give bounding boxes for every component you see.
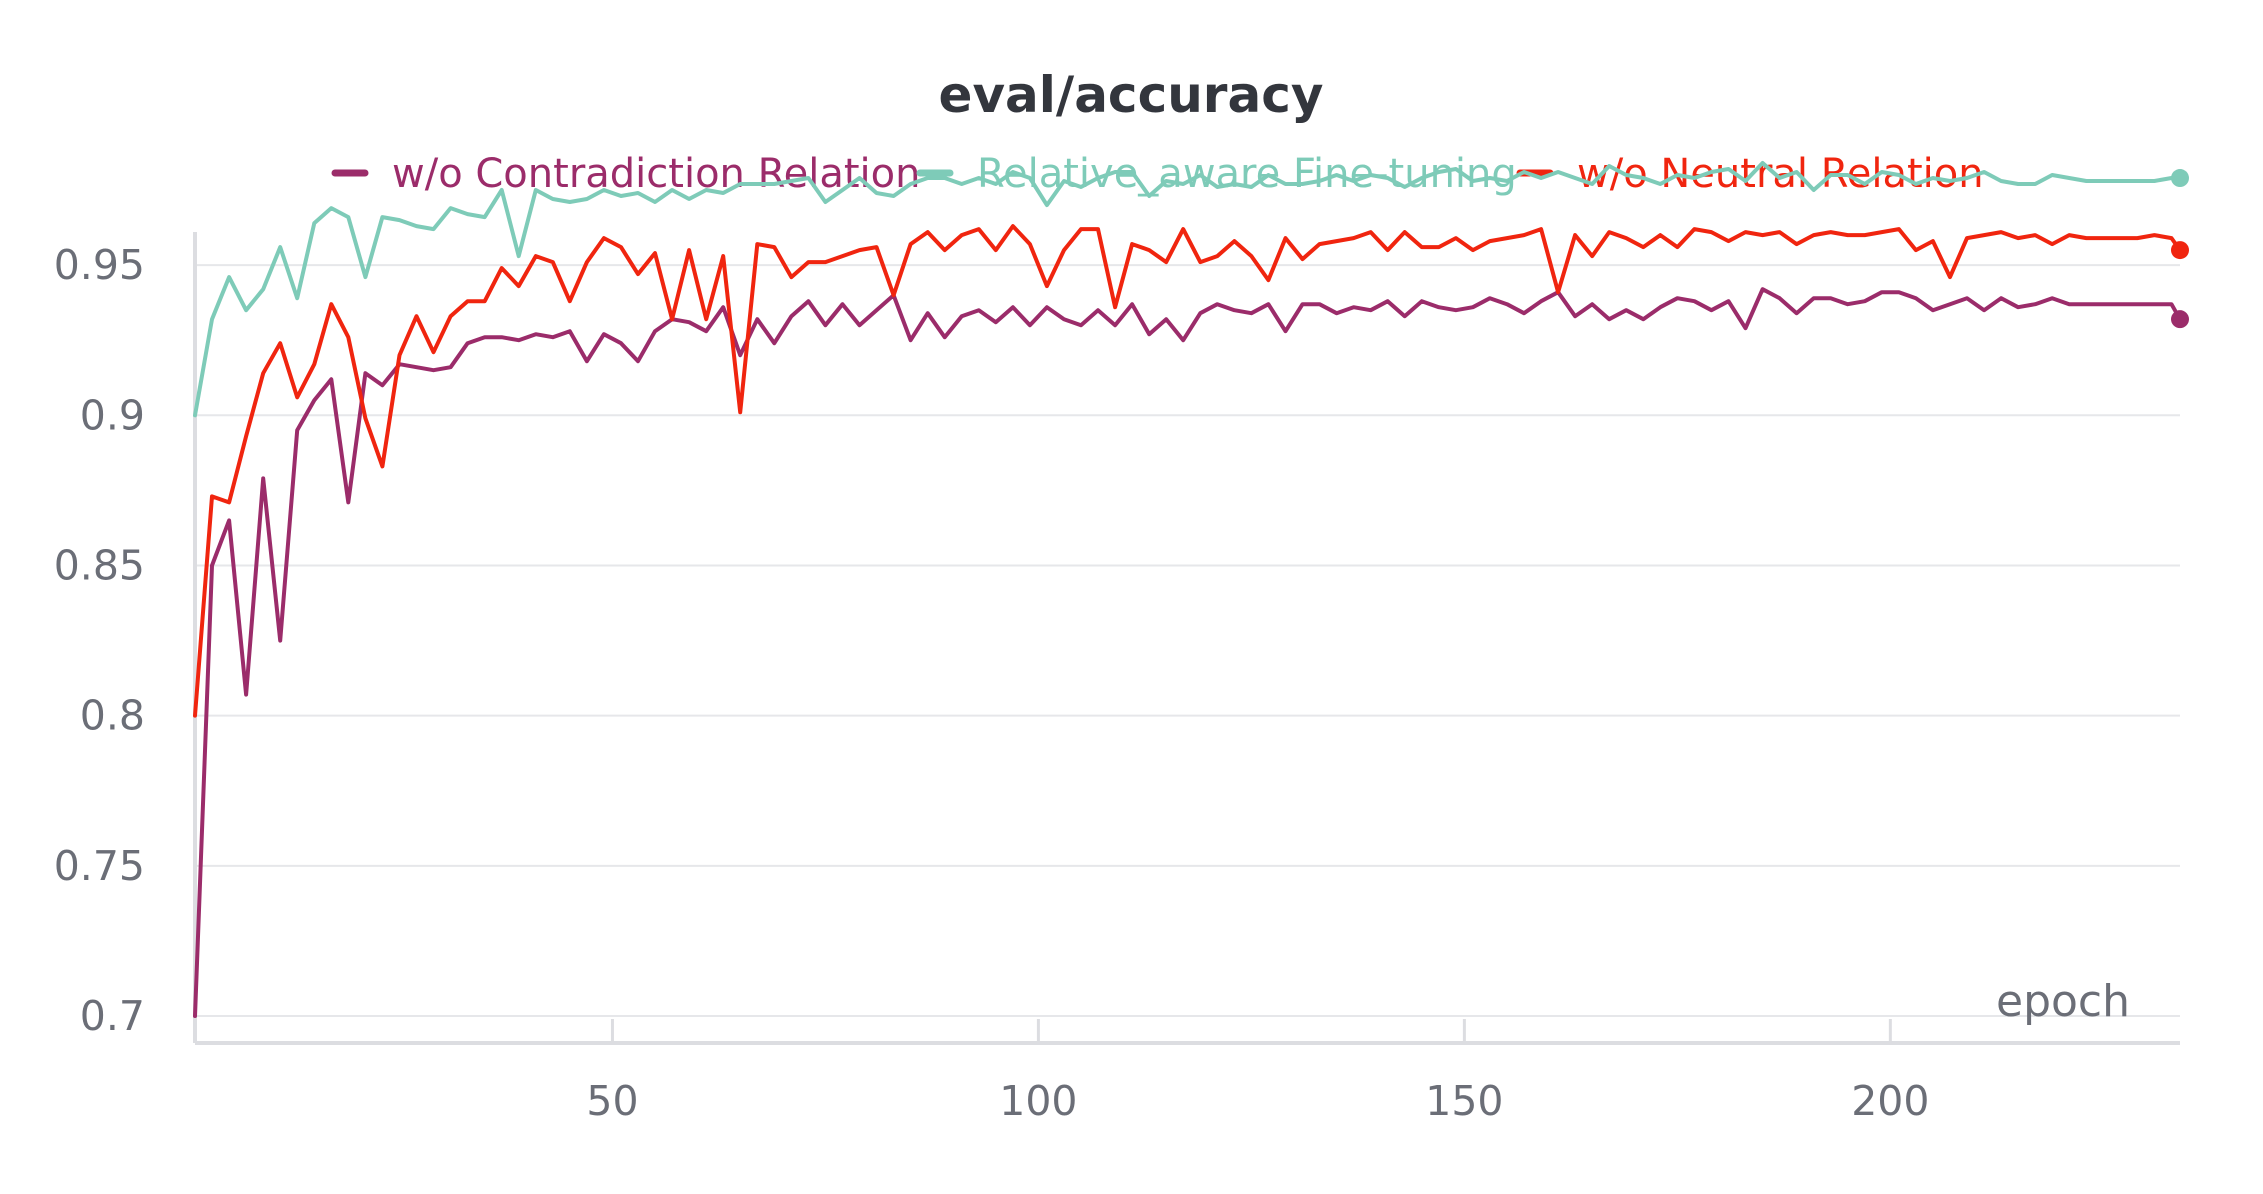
series-line-1 (193, 161, 2182, 418)
x-tick-label: 50 (586, 1077, 638, 1125)
series-line-2 (193, 224, 2182, 718)
chart-grid (195, 264, 2180, 1017)
y-tick-label: 0.85 (54, 541, 145, 589)
chart-series (193, 161, 2189, 1018)
legend-label: Relative_aware Fine-tuning (977, 151, 1517, 197)
chart-ticks: 0.7 0.75 0.8 0.85 0.9 0.95 50 100 150 200 (54, 241, 1930, 1125)
series-end-point-0 (2171, 310, 2189, 329)
chart-legend: w/o Contradiction Relation Relative_aware… (331, 151, 1984, 197)
y-tick-label: 0.7 (80, 992, 145, 1040)
y-tick-label: 0.75 (54, 842, 145, 890)
chart-title: eval/accuracy (939, 66, 1324, 124)
chart-axes (193, 232, 2180, 1045)
x-tick-label: 150 (1425, 1077, 1503, 1125)
y-tick-label: 0.95 (54, 241, 145, 289)
series-end-point-1 (2171, 169, 2189, 188)
y-tick-label: 0.8 (80, 692, 145, 740)
series-line-0 (193, 287, 2182, 1018)
series-end-point-2 (2171, 241, 2189, 260)
legend-label: w/o Neutral Relation (1577, 151, 1984, 197)
x-tick-label: 200 (1851, 1077, 1929, 1125)
y-tick-label: 0.9 (80, 391, 145, 439)
x-tick-label: 100 (999, 1077, 1077, 1125)
x-axis-title: epoch (1996, 976, 2130, 1027)
legend-label: w/o Contradiction Relation (392, 151, 920, 197)
